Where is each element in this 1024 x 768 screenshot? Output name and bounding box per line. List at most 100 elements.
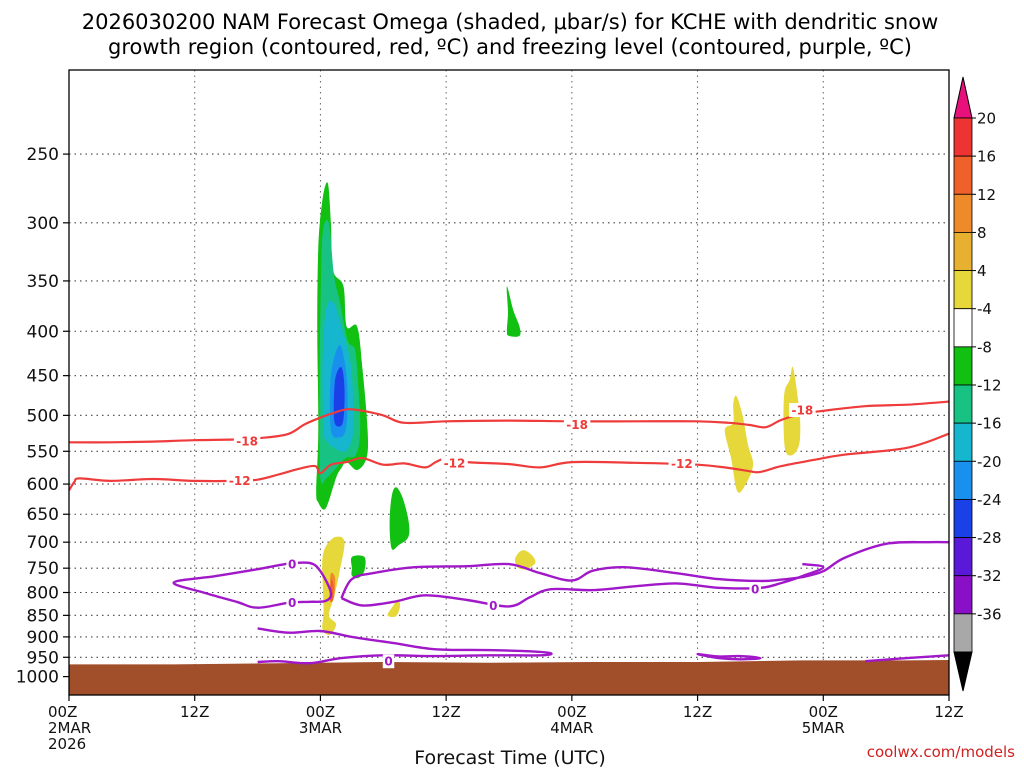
omega-shade-region bbox=[724, 395, 754, 493]
contour-label: -18 bbox=[236, 434, 258, 448]
colorbar-label: -8 bbox=[977, 338, 992, 356]
colorbar-bin bbox=[953, 193, 973, 233]
x-tick-label: 12Z bbox=[431, 703, 460, 721]
y-tick-label: 1000 bbox=[16, 668, 59, 688]
y-tick-label: 400 bbox=[27, 322, 59, 342]
colorbar-label: -24 bbox=[977, 491, 1002, 509]
contour-label: -12 bbox=[671, 457, 693, 471]
freezing-level-contour bbox=[172, 561, 333, 609]
contour-label-bg bbox=[226, 473, 254, 488]
x-tick-label: 12Z bbox=[934, 703, 963, 721]
x-tick-label: 00Z bbox=[557, 703, 586, 721]
contour-labels: -18 -18 -18 -12 -12 -12 0 0 0 0 0 bbox=[226, 403, 816, 669]
y-tick-label: 900 bbox=[27, 628, 59, 648]
terrain-fill bbox=[69, 660, 949, 695]
colorbar-bottom-arrow bbox=[953, 651, 973, 692]
colorbar-label: -16 bbox=[977, 415, 1002, 433]
x-axis-title: Forecast Time (UTC) bbox=[414, 747, 605, 768]
colorbar-label: -20 bbox=[977, 453, 1002, 471]
contour-label: -12 bbox=[229, 474, 251, 488]
colorbar-bin bbox=[953, 155, 973, 195]
contour-label-bg bbox=[286, 557, 298, 572]
freezing-level-contour bbox=[340, 540, 949, 599]
temperature-contours bbox=[69, 400, 949, 665]
colorbar-label: -12 bbox=[977, 377, 1002, 395]
freezing-level-contour bbox=[257, 627, 553, 665]
colorbar-label: -36 bbox=[977, 605, 1002, 623]
contour-label-bg bbox=[286, 595, 298, 610]
y-tick-label: 450 bbox=[27, 367, 59, 387]
plot-frame bbox=[68, 69, 950, 696]
colorbar-top-arrow bbox=[953, 76, 973, 119]
colorbar-bin bbox=[953, 232, 973, 271]
freezing-level-contour bbox=[696, 652, 762, 661]
colorbar-bin bbox=[953, 346, 973, 386]
y-tick-label: 300 bbox=[27, 214, 59, 234]
colorbar-bin bbox=[953, 308, 973, 348]
colorbar-bin bbox=[953, 117, 973, 157]
dgz-contour-line bbox=[69, 432, 949, 491]
freezing-level-contour bbox=[865, 654, 949, 663]
y-tick-label: 950 bbox=[27, 648, 59, 668]
freezing-level-contour bbox=[340, 562, 825, 608]
x-tick-label: 00Z bbox=[809, 703, 838, 721]
contour-label-bg bbox=[233, 433, 261, 448]
chart-title-line-1: 2026030200 NAM Forecast Omega (shaded, μ… bbox=[82, 10, 939, 34]
colorbar-bin bbox=[953, 270, 973, 310]
contour-label: -18 bbox=[566, 418, 588, 432]
y-tick-label: 250 bbox=[27, 145, 59, 165]
omega-shade-region bbox=[389, 487, 410, 550]
contour-label-bg bbox=[563, 417, 591, 432]
x-tick-label: 4MAR bbox=[550, 719, 593, 737]
colorbar-bin bbox=[953, 575, 973, 615]
y-tick-label: 650 bbox=[27, 505, 59, 525]
grid-lines bbox=[69, 70, 949, 695]
contour-label: -12 bbox=[444, 456, 466, 470]
contour-label: -18 bbox=[791, 404, 813, 418]
contour-label-bg bbox=[487, 598, 500, 613]
y-tick-label: 750 bbox=[27, 559, 59, 579]
y-axis-ticks: 2503003504004505005506006507007508008509… bbox=[16, 145, 69, 688]
colorbar-label: 20 bbox=[977, 110, 996, 128]
y-tick-label: 500 bbox=[27, 406, 59, 426]
x-tick-label: 3MAR bbox=[299, 719, 342, 737]
colorbar-label: 12 bbox=[977, 186, 996, 204]
colorbar-label: -4 bbox=[977, 300, 992, 318]
dgz-contour-line bbox=[69, 400, 949, 444]
y-tick-label: 550 bbox=[27, 442, 59, 462]
contour-label: 0 bbox=[384, 655, 392, 669]
colorbar-label: -32 bbox=[977, 567, 1002, 585]
terrain-area bbox=[69, 660, 949, 695]
contour-label-bg bbox=[441, 455, 468, 470]
x-tick-label: 2026 bbox=[48, 735, 86, 753]
y-tick-label: 850 bbox=[27, 606, 59, 626]
omega-shade-region bbox=[514, 550, 536, 570]
y-tick-label: 350 bbox=[27, 272, 59, 292]
omega-shade-region bbox=[350, 555, 366, 579]
omega-shade-region bbox=[387, 599, 401, 618]
colorbar-bin bbox=[953, 460, 973, 500]
contour-label-bg bbox=[789, 403, 816, 418]
omega-shading bbox=[316, 182, 801, 635]
y-tick-label: 600 bbox=[27, 475, 59, 495]
credit-text: coolwx.com/models bbox=[867, 743, 1015, 761]
colorbar-label: 16 bbox=[977, 148, 996, 166]
colorbar-label: 8 bbox=[977, 224, 987, 242]
contour-label: 0 bbox=[489, 599, 497, 613]
x-tick-label: 2MAR bbox=[48, 719, 91, 737]
colorbar-label: 4 bbox=[977, 262, 987, 280]
colorbar-label: -28 bbox=[977, 529, 1002, 547]
y-tick-label: 800 bbox=[27, 584, 59, 604]
chart-title-line-2: growth region (contoured, red, ºC) and f… bbox=[108, 35, 912, 59]
colorbar-bin bbox=[953, 422, 973, 462]
x-tick-label: 5MAR bbox=[802, 719, 845, 737]
contour-label: 0 bbox=[751, 583, 759, 597]
colorbar: 20 16 12 8 4 -4 -8 -12 -16 -20 -24 -28 -32 -36 bbox=[953, 76, 1002, 692]
contour-label: 0 bbox=[288, 596, 296, 610]
colorbar-bin bbox=[953, 384, 973, 424]
x-tick-label: 12Z bbox=[180, 703, 209, 721]
x-tick-label: 12Z bbox=[683, 703, 712, 721]
x-tick-label: 00Z bbox=[306, 703, 335, 721]
